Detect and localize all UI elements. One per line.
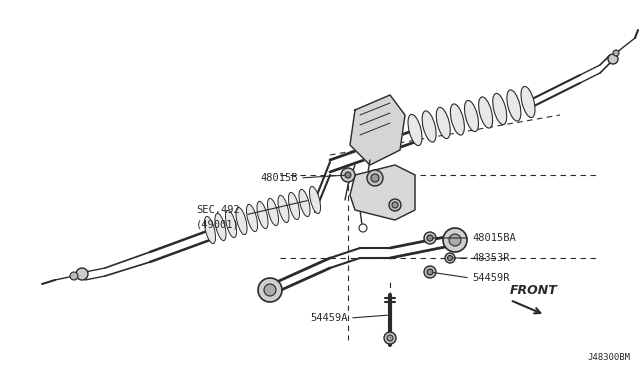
Ellipse shape bbox=[521, 86, 535, 118]
Circle shape bbox=[613, 50, 619, 56]
Circle shape bbox=[449, 234, 461, 246]
Circle shape bbox=[76, 268, 88, 280]
Circle shape bbox=[427, 235, 433, 241]
Circle shape bbox=[387, 335, 393, 341]
Text: J48300BM: J48300BM bbox=[587, 353, 630, 362]
Circle shape bbox=[359, 224, 367, 232]
Circle shape bbox=[371, 174, 379, 182]
Ellipse shape bbox=[236, 207, 247, 235]
Ellipse shape bbox=[289, 192, 300, 219]
Ellipse shape bbox=[246, 204, 257, 232]
Circle shape bbox=[424, 266, 436, 278]
Ellipse shape bbox=[493, 93, 507, 125]
Circle shape bbox=[447, 256, 452, 260]
Ellipse shape bbox=[225, 211, 237, 238]
Text: SEC.492: SEC.492 bbox=[196, 205, 240, 215]
Ellipse shape bbox=[507, 90, 521, 121]
Ellipse shape bbox=[408, 115, 422, 145]
Text: FRONT: FRONT bbox=[510, 283, 557, 296]
Ellipse shape bbox=[479, 97, 493, 128]
Circle shape bbox=[608, 54, 618, 64]
Text: 54459A: 54459A bbox=[310, 313, 348, 323]
Circle shape bbox=[427, 269, 433, 275]
Ellipse shape bbox=[436, 108, 451, 139]
Text: 48015BA: 48015BA bbox=[472, 233, 516, 243]
Circle shape bbox=[424, 232, 436, 244]
Ellipse shape bbox=[215, 214, 226, 241]
Ellipse shape bbox=[465, 100, 479, 132]
Text: (49001): (49001) bbox=[196, 219, 240, 229]
Ellipse shape bbox=[310, 186, 321, 214]
Circle shape bbox=[367, 170, 383, 186]
Text: 54459R: 54459R bbox=[472, 273, 509, 283]
Ellipse shape bbox=[278, 195, 289, 222]
Circle shape bbox=[384, 332, 396, 344]
Ellipse shape bbox=[299, 189, 310, 217]
Circle shape bbox=[392, 202, 398, 208]
Circle shape bbox=[70, 272, 78, 280]
Polygon shape bbox=[350, 165, 415, 220]
Text: 48353R: 48353R bbox=[472, 253, 509, 263]
Polygon shape bbox=[350, 95, 405, 165]
Circle shape bbox=[341, 168, 355, 182]
Circle shape bbox=[345, 172, 351, 178]
Ellipse shape bbox=[268, 198, 278, 226]
Circle shape bbox=[445, 253, 455, 263]
Circle shape bbox=[443, 228, 467, 252]
Text: 48015B: 48015B bbox=[260, 173, 298, 183]
Ellipse shape bbox=[257, 201, 268, 229]
Circle shape bbox=[264, 284, 276, 296]
Ellipse shape bbox=[422, 111, 436, 142]
Ellipse shape bbox=[204, 217, 216, 244]
Circle shape bbox=[258, 278, 282, 302]
Ellipse shape bbox=[451, 104, 465, 135]
Circle shape bbox=[389, 199, 401, 211]
